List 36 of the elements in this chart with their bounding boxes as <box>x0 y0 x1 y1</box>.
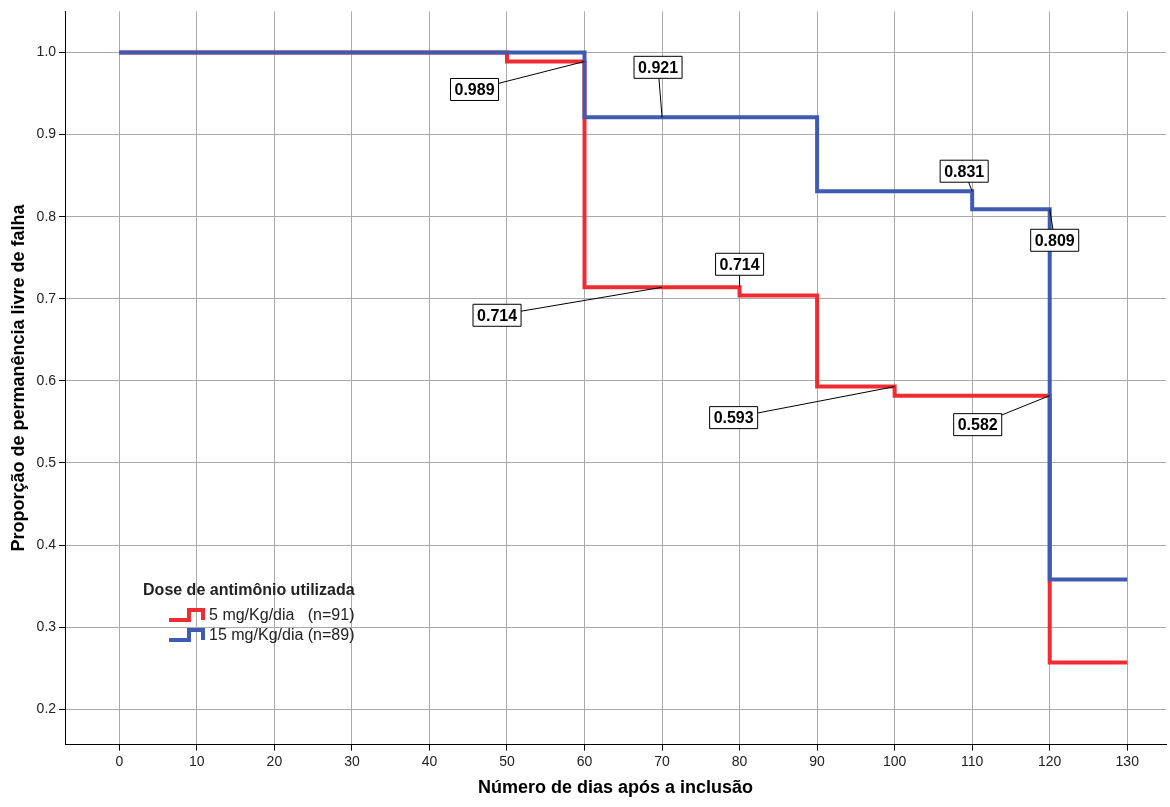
x-tick-label: 10 <box>189 752 205 769</box>
x-tick-label: 130 <box>1115 752 1140 769</box>
x-tick-label: 120 <box>1038 752 1062 769</box>
x-axis-title: Número de dias após a inclusão <box>477 777 754 798</box>
annotation: 0.714 <box>719 255 760 273</box>
x-tick-label: 20 <box>266 752 283 769</box>
x-tick-label: 30 <box>344 752 360 769</box>
annotation: 0.582 <box>957 416 998 434</box>
y-tick-label: 0.3 <box>36 618 57 635</box>
x-tick-label: 50 <box>499 752 515 769</box>
annotation: 0.831 <box>944 162 985 180</box>
x-tick-label: 100 <box>882 752 907 769</box>
y-tick-label: 0.2 <box>36 700 57 717</box>
x-tick-label: 0 <box>115 752 124 769</box>
y-axis-title: Proporção de permanência livre de falha <box>7 203 28 552</box>
annotation: 0.809 <box>1034 231 1075 249</box>
annotation: 0.593 <box>713 409 754 427</box>
x-tick-label: 60 <box>576 752 593 769</box>
x-tick-label: 80 <box>731 752 748 769</box>
y-tick-label: 0.5 <box>36 453 57 470</box>
legend-label: 15 mg/Kg/dia (n=89) <box>209 624 355 645</box>
y-tick-label: 0.9 <box>36 125 57 142</box>
y-tick-label: 0.4 <box>36 535 57 552</box>
y-tick-label: 1.0 <box>36 43 57 60</box>
x-tick-label: 70 <box>654 752 671 769</box>
annotation: 0.714 <box>477 306 518 324</box>
y-tick-label: 0.8 <box>36 207 57 224</box>
x-tick-label: 90 <box>809 752 826 769</box>
x-tick-label: 40 <box>421 752 438 769</box>
y-tick-label: 0.6 <box>36 371 57 388</box>
legend-title: Dose de antimônio utilizada <box>143 580 355 599</box>
annotation: 0.989 <box>454 80 495 98</box>
y-tick-label: 0.7 <box>36 289 57 306</box>
annotation: 0.921 <box>638 58 679 76</box>
x-tick-label: 110 <box>961 752 984 769</box>
legend-label: 5 mg/Kg/dia (n=91) <box>209 604 355 625</box>
